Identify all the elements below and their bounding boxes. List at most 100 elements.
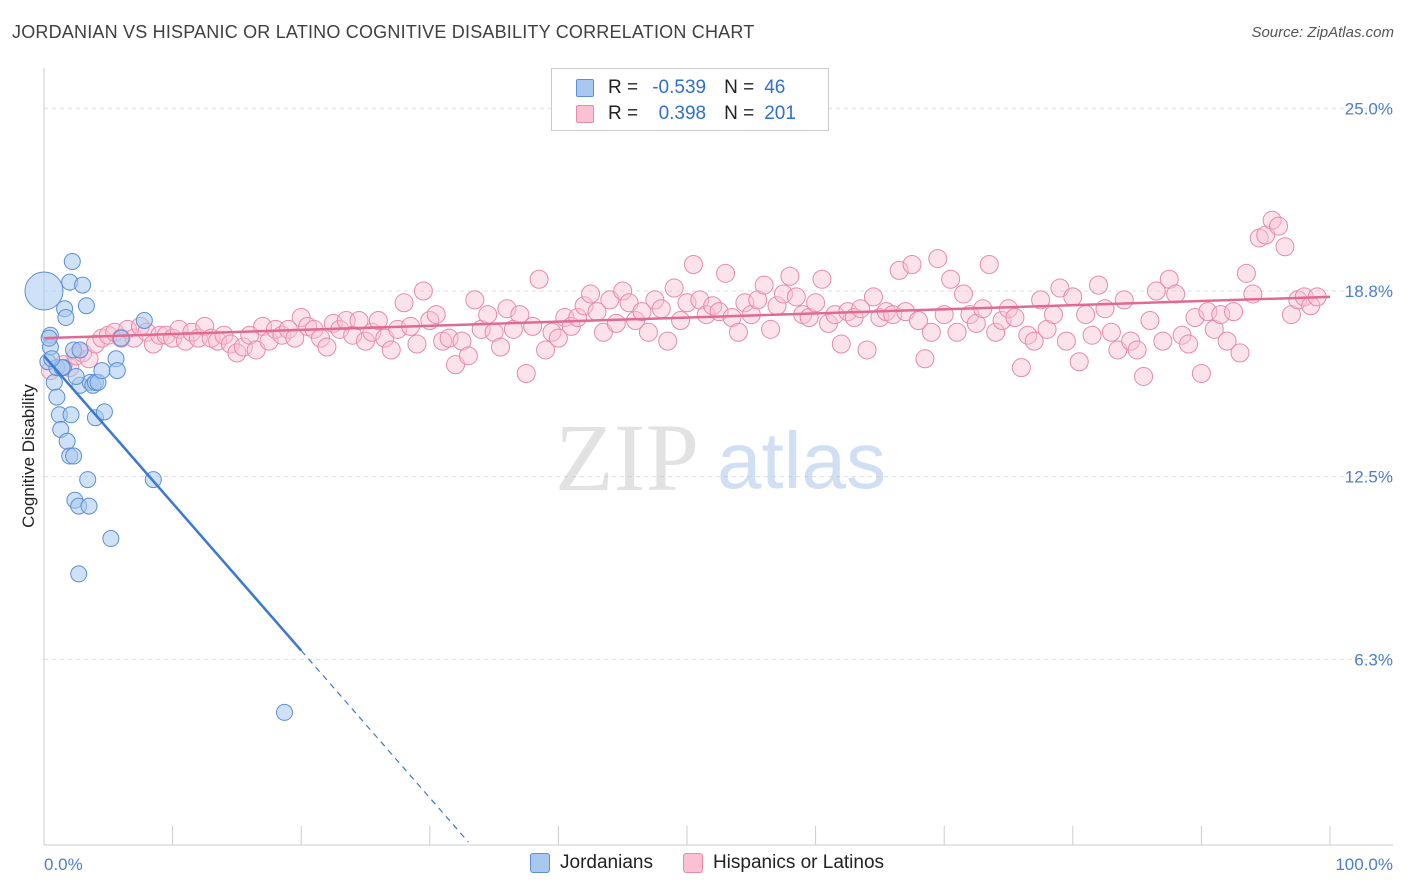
hispanic-point: [638, 322, 658, 342]
hispanic-point: [368, 310, 388, 330]
legend-row-jordanians: R = -0.539 N = 46: [576, 77, 824, 99]
jordanian-point: [70, 565, 88, 583]
hispanic-point: [773, 284, 793, 304]
hispanic-point: [1005, 308, 1025, 328]
hispanic-point: [1146, 281, 1166, 301]
hispanic-point: [381, 340, 401, 360]
hispanic-point: [613, 281, 633, 301]
jordanian-point: [63, 253, 81, 271]
hispanic-point: [574, 296, 594, 316]
jordanian-point: [275, 703, 293, 721]
series-legend-hispanics: Hispanics or Latinos: [682, 852, 884, 874]
axes: [43, 68, 1393, 846]
hispanic-point: [1269, 216, 1289, 236]
jordanian-point: [43, 350, 61, 368]
hispanic-point: [1217, 331, 1237, 351]
hispanic-point: [523, 316, 543, 336]
hispanic-point: [1224, 302, 1244, 322]
hispanic-point: [529, 269, 549, 289]
jordanian-point: [95, 403, 113, 421]
hispanic-point: [928, 249, 948, 269]
hispanic-point: [1101, 322, 1121, 342]
hispanic-point: [426, 305, 446, 325]
hispanic-point: [992, 310, 1012, 330]
jordanian-point: [24, 271, 64, 311]
hispanic-point: [536, 340, 556, 360]
hispanic-point: [1044, 305, 1064, 325]
jordanian-point: [48, 388, 66, 406]
series-legend-label: Jordanians: [560, 852, 653, 873]
hispanic-point: [1082, 325, 1102, 345]
hispanic-point: [1236, 263, 1256, 283]
hispanic-point: [761, 319, 781, 339]
hispanic-point: [915, 349, 935, 369]
hispanic-point: [407, 334, 427, 354]
y-tick-label: 18.8%: [1345, 282, 1393, 301]
x-tick-label: 0.0%: [44, 855, 83, 874]
hispanic-point: [735, 293, 755, 313]
y-tick-label: 12.5%: [1345, 468, 1393, 487]
jordanian-point: [102, 530, 120, 548]
hispanic-point: [863, 287, 883, 307]
watermark-zip: ZIP: [555, 404, 699, 511]
hispanic-point: [754, 275, 774, 295]
jordanian-point: [67, 367, 85, 385]
hispanic-point: [1198, 302, 1218, 322]
hispanic-point: [1166, 284, 1186, 304]
y-tick-label: 6.3%: [1354, 650, 1393, 669]
hispanic-trend-line: [43, 295, 1331, 340]
hispanic-point: [632, 302, 652, 322]
jordanian-trend-line: [43, 355, 303, 652]
legend-n-value: 201: [764, 103, 796, 124]
chart-title: JORDANIAN VS HISPANIC OR LATINO COGNITIV…: [12, 22, 755, 42]
jordanian-point: [80, 497, 98, 515]
watermark-atlas: atlas: [717, 416, 886, 505]
hispanic-point: [902, 254, 922, 274]
jordanian-trend-extension: [300, 650, 469, 843]
watermark: ZIP atlas: [555, 404, 886, 511]
hispanic-point: [1134, 366, 1154, 386]
jordanian-point: [112, 329, 130, 347]
hispanic-point: [1179, 334, 1199, 354]
hispanic-point: [728, 322, 748, 342]
legend-swatch-blue: [576, 79, 594, 97]
hispanic-point: [458, 346, 478, 366]
hispanic-point: [786, 287, 806, 307]
hispanic-point: [516, 364, 536, 384]
jordanian-point: [77, 297, 95, 315]
hispanic-point: [1191, 364, 1211, 384]
hispanic-point: [825, 305, 845, 325]
hispanic-point: [986, 322, 1006, 342]
hispanic-point: [1089, 275, 1109, 295]
jordanian-point: [71, 341, 89, 359]
hispanic-point: [1153, 331, 1173, 351]
hispanic-point: [806, 293, 826, 313]
hispanic-point: [664, 278, 684, 298]
hispanic-point: [831, 334, 851, 354]
hispanic-point: [1185, 308, 1205, 328]
hispanic-point: [548, 328, 568, 348]
hispanic-point: [1275, 237, 1295, 257]
hispanic-point: [1095, 299, 1115, 319]
correlation-legend: R = -0.539 N = 46 R = 0.398 N = 201: [551, 68, 829, 131]
hispanic-point: [439, 328, 459, 348]
hispanic-point: [1056, 331, 1076, 351]
jordanian-point: [79, 471, 97, 489]
legend-r-value: 0.398: [658, 103, 707, 124]
hispanic-point: [1063, 287, 1083, 307]
hispanic-point: [658, 331, 678, 351]
hispanic-point: [671, 310, 691, 330]
hispanic-point: [677, 293, 697, 313]
hispanic-point: [394, 293, 414, 313]
legend-r-value: -0.539: [652, 77, 707, 98]
hispanic-point: [491, 337, 511, 357]
hispanic-point: [581, 284, 601, 304]
jordanian-point: [57, 309, 75, 327]
legend-n-value: 46: [764, 77, 786, 98]
hispanic-point: [921, 322, 941, 342]
hispanic-point: [941, 269, 961, 289]
jordanian-point: [62, 406, 80, 424]
hispanic-point: [1031, 290, 1051, 310]
hispanic-point: [1011, 358, 1031, 378]
